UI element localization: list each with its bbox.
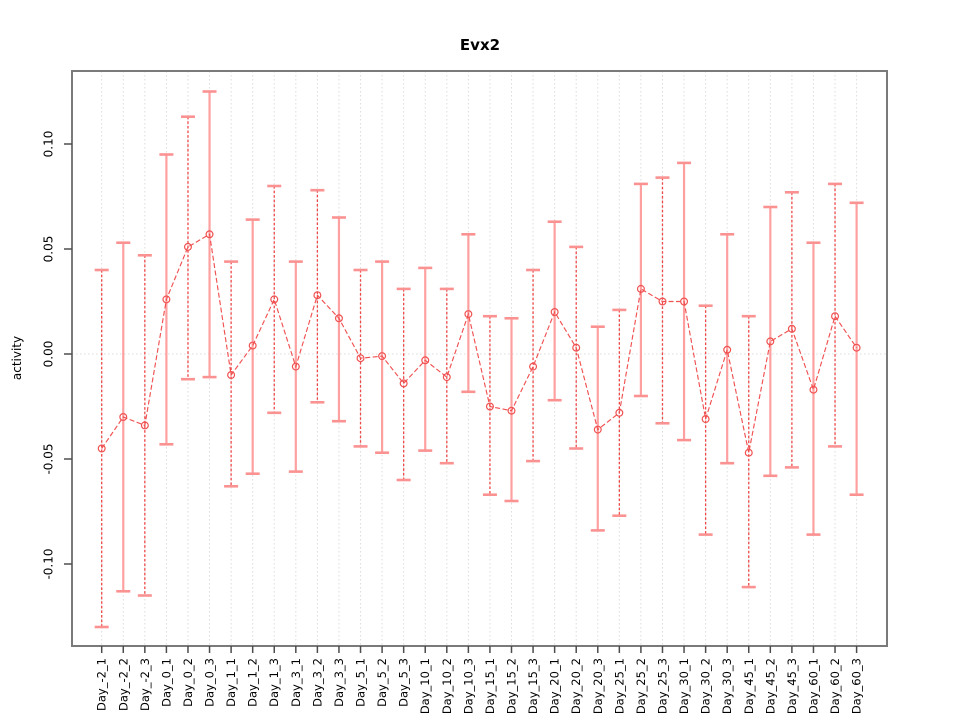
data-point-marker [205, 230, 214, 239]
data-point-marker [119, 413, 128, 422]
data-point-marker [334, 314, 343, 323]
x-tick-label: Day_10_3 [461, 658, 475, 714]
data-point-marker [399, 379, 408, 388]
x-tick-label: Day_-2_1 [95, 658, 109, 711]
y-tick-label: -0.10 [42, 548, 56, 579]
data-point-marker [636, 284, 645, 293]
x-tick-label: Day_25_3 [655, 658, 669, 714]
data-point-marker [356, 354, 365, 363]
x-tick-label: Day_15_3 [526, 658, 540, 714]
x-tick-label: Day_15_1 [483, 658, 497, 714]
data-point-marker [744, 448, 753, 457]
data-point-marker [485, 402, 494, 411]
x-tick-label: Day_15_2 [505, 658, 519, 714]
x-tick-label: Day_60_2 [828, 658, 842, 714]
x-tick-label: Day_0_1 [159, 658, 173, 707]
data-point-marker [723, 345, 732, 354]
data-point-marker [831, 312, 840, 321]
data-point-marker [313, 291, 322, 300]
x-tick-label: Day_20_1 [548, 658, 562, 714]
x-tick-label: Day_5_1 [354, 658, 368, 707]
data-point-marker [291, 362, 300, 371]
x-tick-label: Day_30_1 [677, 658, 691, 714]
data-point-marker [378, 352, 387, 361]
data-point-marker [140, 421, 149, 430]
x-tick-label: Day_5_2 [375, 658, 389, 707]
data-point-marker [701, 415, 710, 424]
data-point-marker [270, 295, 279, 304]
x-tick-label: Day_25_2 [634, 658, 648, 714]
x-tick-label: Day_30_2 [699, 658, 713, 714]
x-tick-label: Day_20_3 [591, 658, 605, 714]
data-point-marker [421, 356, 430, 365]
data-point-marker [615, 408, 624, 417]
x-tick-label: Day_30_3 [720, 658, 734, 714]
series-line [101, 233, 858, 453]
data-point-marker [787, 324, 796, 333]
x-tick-label: Day_1_1 [224, 658, 238, 707]
data-point-marker [227, 371, 236, 380]
x-tick-label: Day_3_2 [310, 658, 324, 707]
x-tick-label: Day_1_3 [267, 658, 281, 707]
x-tick-label: Day_-2_2 [116, 658, 130, 711]
x-tick-label: Day_10_2 [440, 658, 454, 714]
data-point-marker [680, 297, 689, 306]
x-tick-label: Day_3_1 [289, 658, 303, 707]
x-tick-label: Day_20_2 [569, 658, 583, 714]
x-tick-label: Day_-2_3 [138, 658, 152, 711]
data-point-marker [550, 308, 559, 317]
x-tick-label: Day_1_2 [246, 658, 260, 707]
data-point-marker [766, 337, 775, 346]
data-point-marker [97, 444, 106, 453]
y-tick-label: 0.05 [42, 236, 56, 263]
data-point-marker [464, 310, 473, 319]
x-tick-label: Day_0_2 [181, 658, 195, 707]
x-tick-label: Day_5_3 [397, 658, 411, 707]
y-tick-label: 0.00 [42, 341, 56, 368]
y-tick-label: 0.10 [42, 131, 56, 158]
plot-border [71, 70, 888, 647]
y-tick-label: -0.05 [42, 443, 56, 474]
data-point-marker [162, 295, 171, 304]
x-tick-label: Day_25_1 [612, 658, 626, 714]
x-tick-label: Day_45_1 [742, 658, 756, 714]
data-point-marker [507, 406, 516, 415]
data-point-marker [248, 341, 257, 350]
data-point-marker [852, 343, 861, 352]
data-point-marker [593, 425, 602, 434]
data-point-marker [572, 343, 581, 352]
x-tick-label: Day_3_3 [332, 658, 346, 707]
data-point-marker [809, 385, 818, 394]
x-tick-label: Day_60_3 [850, 658, 864, 714]
data-point-marker [183, 242, 192, 251]
x-tick-label: Day_0_3 [203, 658, 217, 707]
data-point-marker [529, 362, 538, 371]
x-tick-label: Day_10_1 [418, 658, 432, 714]
data-point-marker [442, 373, 451, 382]
chart-title: Evx2 [459, 36, 501, 54]
x-tick-label: Day_60_1 [806, 658, 820, 714]
x-tick-label: Day_45_2 [763, 658, 777, 714]
data-point-marker [658, 297, 667, 306]
x-tick-label: Day_45_3 [785, 658, 799, 714]
